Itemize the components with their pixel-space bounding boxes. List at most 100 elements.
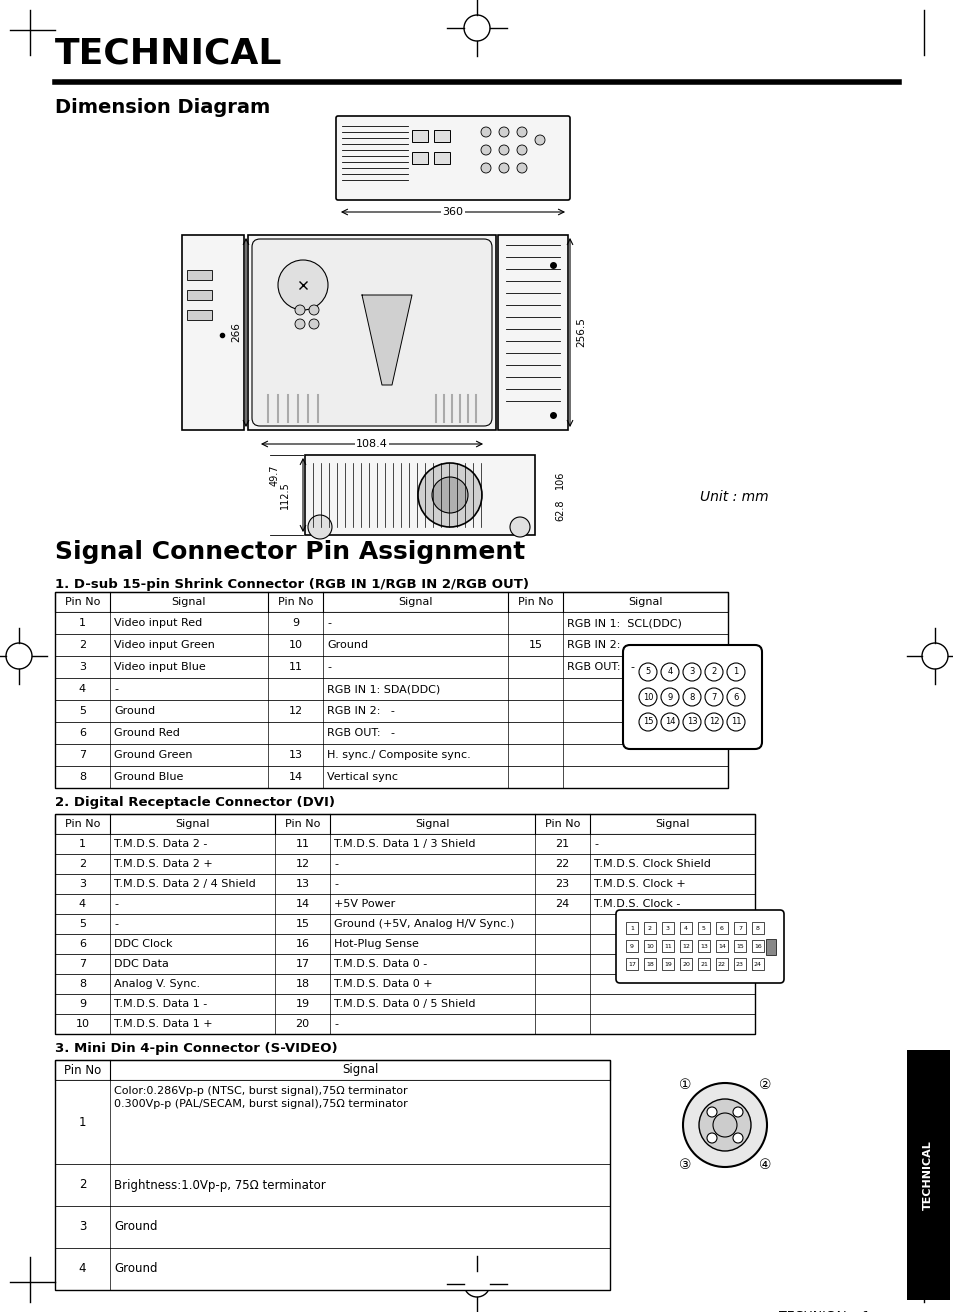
- Polygon shape: [361, 295, 412, 384]
- Bar: [55, 678, 727, 701]
- Text: -: -: [113, 899, 118, 909]
- Bar: [661, 958, 673, 970]
- Text: Pin No: Pin No: [277, 597, 313, 607]
- Bar: [187, 290, 212, 300]
- Text: RGB IN 2:   -: RGB IN 2: -: [327, 706, 395, 716]
- Text: Pin No: Pin No: [285, 819, 320, 829]
- Text: T.M.D.S. Data 2 -: T.M.D.S. Data 2 -: [113, 838, 207, 849]
- Circle shape: [417, 463, 481, 527]
- Bar: [661, 922, 673, 934]
- Text: 10: 10: [642, 693, 653, 702]
- Bar: [55, 954, 754, 974]
- Bar: [643, 922, 656, 934]
- Text: 14: 14: [664, 718, 675, 727]
- Bar: [187, 310, 212, 320]
- Bar: [716, 939, 727, 953]
- Text: 13: 13: [686, 718, 697, 727]
- Text: 14: 14: [718, 943, 725, 949]
- Bar: [679, 922, 691, 934]
- Text: T.M.D.S. Data 1 -: T.M.D.S. Data 1 -: [113, 998, 207, 1009]
- Text: RGB OUT:   -: RGB OUT: -: [566, 663, 635, 672]
- Text: 112.5: 112.5: [280, 482, 290, 509]
- Text: 9: 9: [79, 998, 86, 1009]
- Text: T.M.D.S. Clock Shield: T.M.D.S. Clock Shield: [594, 859, 710, 869]
- Text: 6: 6: [79, 728, 86, 737]
- Text: Signal: Signal: [655, 819, 689, 829]
- Bar: [55, 994, 754, 1014]
- Text: 1: 1: [733, 668, 738, 677]
- Text: 15: 15: [295, 918, 309, 929]
- Text: 62.8: 62.8: [555, 500, 564, 521]
- Text: Ground Red: Ground Red: [113, 728, 180, 737]
- Bar: [733, 939, 745, 953]
- Bar: [751, 939, 763, 953]
- Circle shape: [712, 1113, 737, 1138]
- Bar: [55, 634, 727, 656]
- Text: ③: ③: [678, 1158, 691, 1172]
- Text: 1: 1: [79, 838, 86, 849]
- Circle shape: [309, 319, 318, 329]
- Bar: [625, 922, 638, 934]
- Text: RGB OUT:   -: RGB OUT: -: [327, 728, 395, 737]
- Text: T.M.D.S. Data 2 +: T.M.D.S. Data 2 +: [113, 859, 213, 869]
- Bar: [187, 270, 212, 279]
- Text: 3: 3: [79, 663, 86, 672]
- Text: 11: 11: [295, 838, 309, 849]
- Text: 8: 8: [79, 771, 86, 782]
- Text: 12: 12: [681, 943, 689, 949]
- Text: T.M.D.S. Data 0 -: T.M.D.S. Data 0 -: [334, 959, 427, 970]
- Text: 4: 4: [683, 925, 687, 930]
- Circle shape: [732, 1107, 742, 1117]
- Text: 10: 10: [645, 943, 653, 949]
- Text: TECHNICAL: TECHNICAL: [923, 1140, 932, 1210]
- Text: 13: 13: [295, 879, 309, 890]
- Bar: [55, 592, 727, 789]
- Text: Vertical sync: Vertical sync: [327, 771, 397, 782]
- Text: 6: 6: [79, 939, 86, 949]
- Bar: [55, 722, 727, 744]
- Bar: [412, 130, 428, 142]
- Text: TECHNICAL - 1: TECHNICAL - 1: [778, 1309, 869, 1312]
- Bar: [698, 939, 709, 953]
- Text: 5: 5: [701, 925, 705, 930]
- Text: 18: 18: [295, 979, 309, 989]
- Bar: [751, 958, 763, 970]
- Text: Pin No: Pin No: [517, 597, 553, 607]
- Bar: [643, 939, 656, 953]
- Text: 20: 20: [681, 962, 689, 967]
- Text: 7: 7: [79, 750, 86, 760]
- Circle shape: [517, 163, 526, 173]
- Bar: [55, 1060, 609, 1080]
- Bar: [55, 813, 754, 1034]
- Circle shape: [517, 146, 526, 155]
- Text: 3: 3: [689, 668, 694, 677]
- Text: 360: 360: [442, 207, 463, 216]
- FancyBboxPatch shape: [252, 239, 492, 426]
- Text: RGB IN 1: SDA(DDC): RGB IN 1: SDA(DDC): [327, 684, 439, 694]
- Text: 2: 2: [647, 925, 651, 930]
- Circle shape: [294, 319, 305, 329]
- Text: 8: 8: [756, 925, 760, 930]
- Text: 17: 17: [627, 962, 636, 967]
- Text: 3: 3: [665, 925, 669, 930]
- Text: Ground: Ground: [113, 1220, 157, 1233]
- Text: Ground Green: Ground Green: [113, 750, 193, 760]
- Bar: [55, 1248, 609, 1290]
- Text: -: -: [334, 879, 337, 890]
- Text: 1. D-sub 15-pin Shrink Connector (RGB IN 1/RGB IN 2/RGB OUT): 1. D-sub 15-pin Shrink Connector (RGB IN…: [55, 579, 529, 590]
- Text: 7: 7: [738, 925, 741, 930]
- Text: 49.7: 49.7: [270, 464, 280, 485]
- Text: 9: 9: [629, 943, 634, 949]
- Circle shape: [706, 1134, 717, 1143]
- Bar: [643, 958, 656, 970]
- Text: 15: 15: [528, 640, 542, 649]
- Circle shape: [510, 517, 530, 537]
- Text: ④: ④: [758, 1158, 770, 1172]
- Text: DDC Clock: DDC Clock: [113, 939, 172, 949]
- Text: Video input Green: Video input Green: [113, 640, 214, 649]
- Text: 7: 7: [79, 959, 86, 970]
- Bar: [55, 744, 727, 766]
- Bar: [55, 1060, 609, 1290]
- Text: 5: 5: [79, 706, 86, 716]
- Bar: [55, 701, 727, 722]
